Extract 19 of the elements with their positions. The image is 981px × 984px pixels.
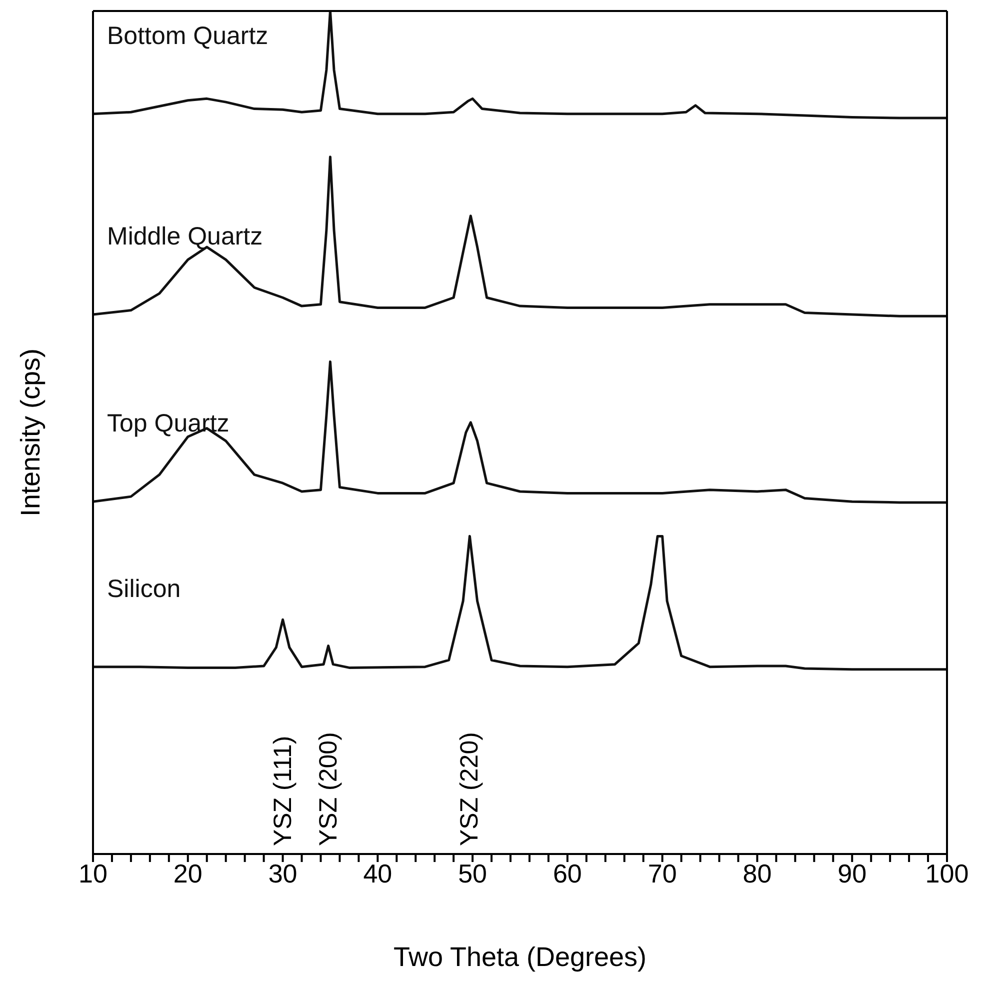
text: Silicon — [107, 574, 181, 603]
x-tick-label: 60 — [552, 858, 582, 888]
x-axis-title: Two Theta (Degrees) — [393, 942, 647, 972]
x-tick-label: 90 — [838, 858, 867, 888]
x-tick-label: 70 — [648, 858, 677, 888]
annotation: YSZ (111) — [268, 736, 297, 846]
annotation: YSZ (220) — [456, 732, 484, 846]
x-tick-label: 100 — [925, 858, 969, 888]
x-tick-label: 10 — [78, 858, 108, 888]
series-label: Middle Quartz — [107, 222, 263, 250]
text: Bottom Quartz — [107, 22, 268, 50]
x-tick-label: 30 — [268, 858, 298, 888]
annotation: YSZ (200) — [314, 732, 342, 846]
x-tick-label: 20 — [173, 858, 202, 888]
x-tick-label: 80 — [742, 858, 772, 888]
x-tick-label: 50 — [458, 858, 488, 888]
x-tick-label: 40 — [363, 858, 392, 888]
series-label: Top Quartz — [107, 410, 230, 438]
y-axis-title: Intensity (cps) — [16, 348, 46, 517]
